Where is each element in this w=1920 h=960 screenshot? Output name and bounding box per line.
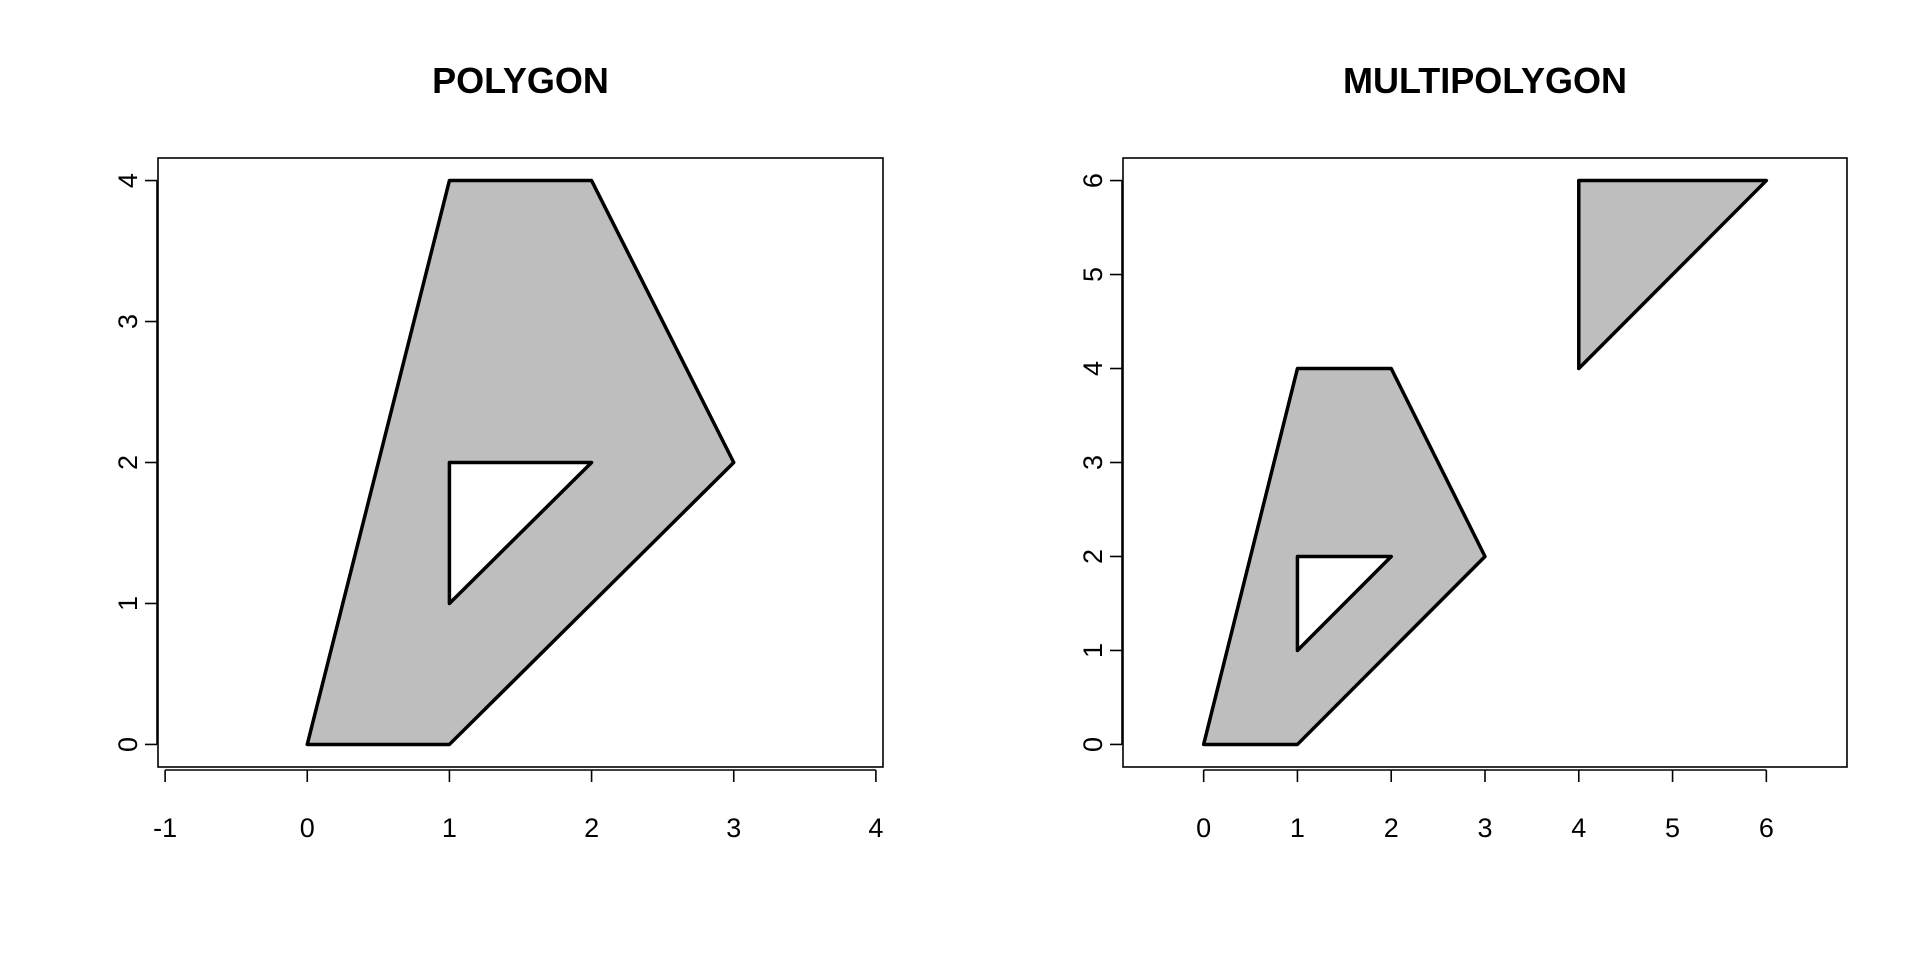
polygon-plot-frame — [157, 157, 884, 768]
multipolygon-y-tick-label: 6 — [1078, 173, 1108, 188]
polygon-x-tick-label: 2 — [584, 813, 599, 843]
polygon-x-tick-label: 4 — [868, 813, 883, 843]
multipolygon-x-tick-label: 6 — [1759, 813, 1774, 843]
multipolygon-x-tick-label: 5 — [1665, 813, 1680, 843]
polygon-shape-1 — [305, 178, 736, 747]
multipolygon-y-tick-label: 3 — [1078, 455, 1108, 470]
multipolygon-y-tick-label: 5 — [1078, 267, 1108, 282]
multipolygon-shape-2 — [1577, 178, 1769, 371]
multipolygon-y-tick-label: 2 — [1078, 549, 1108, 564]
multipolygon-y-tick-label: 4 — [1078, 361, 1108, 376]
multipolygon-plot-frame — [1122, 157, 1848, 768]
multipolygon-x-tick-label: 4 — [1571, 813, 1586, 843]
multipolygon-x-tick-label: 1 — [1290, 813, 1305, 843]
polygon-chart-title: POLYGON — [432, 60, 609, 101]
polygon-panel: POLYGON -1 0 1 2 3 4 0 1 2 3 4 — [113, 60, 884, 843]
polygon-y-tick-label: 1 — [113, 596, 143, 611]
multipolygon-y-tick-label: 1 — [1078, 643, 1108, 658]
polygon-x-tick-label: -1 — [153, 813, 177, 843]
multipolygon-x-tick-label: 3 — [1477, 813, 1492, 843]
multipolygon-x-tick-label: 0 — [1196, 813, 1211, 843]
multipolygon-x-tick-label: 2 — [1384, 813, 1399, 843]
multipolygon-shape-1 — [1201, 366, 1487, 747]
polygon-x-tick-label: 3 — [726, 813, 741, 843]
polygon-y-tick-label: 0 — [113, 737, 143, 752]
polygon-y-tick-label: 2 — [113, 455, 143, 470]
polygon-x-tick-label: 0 — [300, 813, 315, 843]
multipolygon-chart-title: MULTIPOLYGON — [1343, 60, 1627, 101]
multipolygon-panel: MULTIPOLYGON 0 1 2 3 4 5 6 0 1 2 3 4 5 6 — [1078, 60, 1848, 843]
polygon-x-tick-label: 1 — [442, 813, 457, 843]
multipolygon-y-tick-label: 0 — [1078, 737, 1108, 752]
polygon-y-tick-label: 4 — [113, 173, 143, 188]
polygon-y-tick-label: 3 — [113, 314, 143, 329]
